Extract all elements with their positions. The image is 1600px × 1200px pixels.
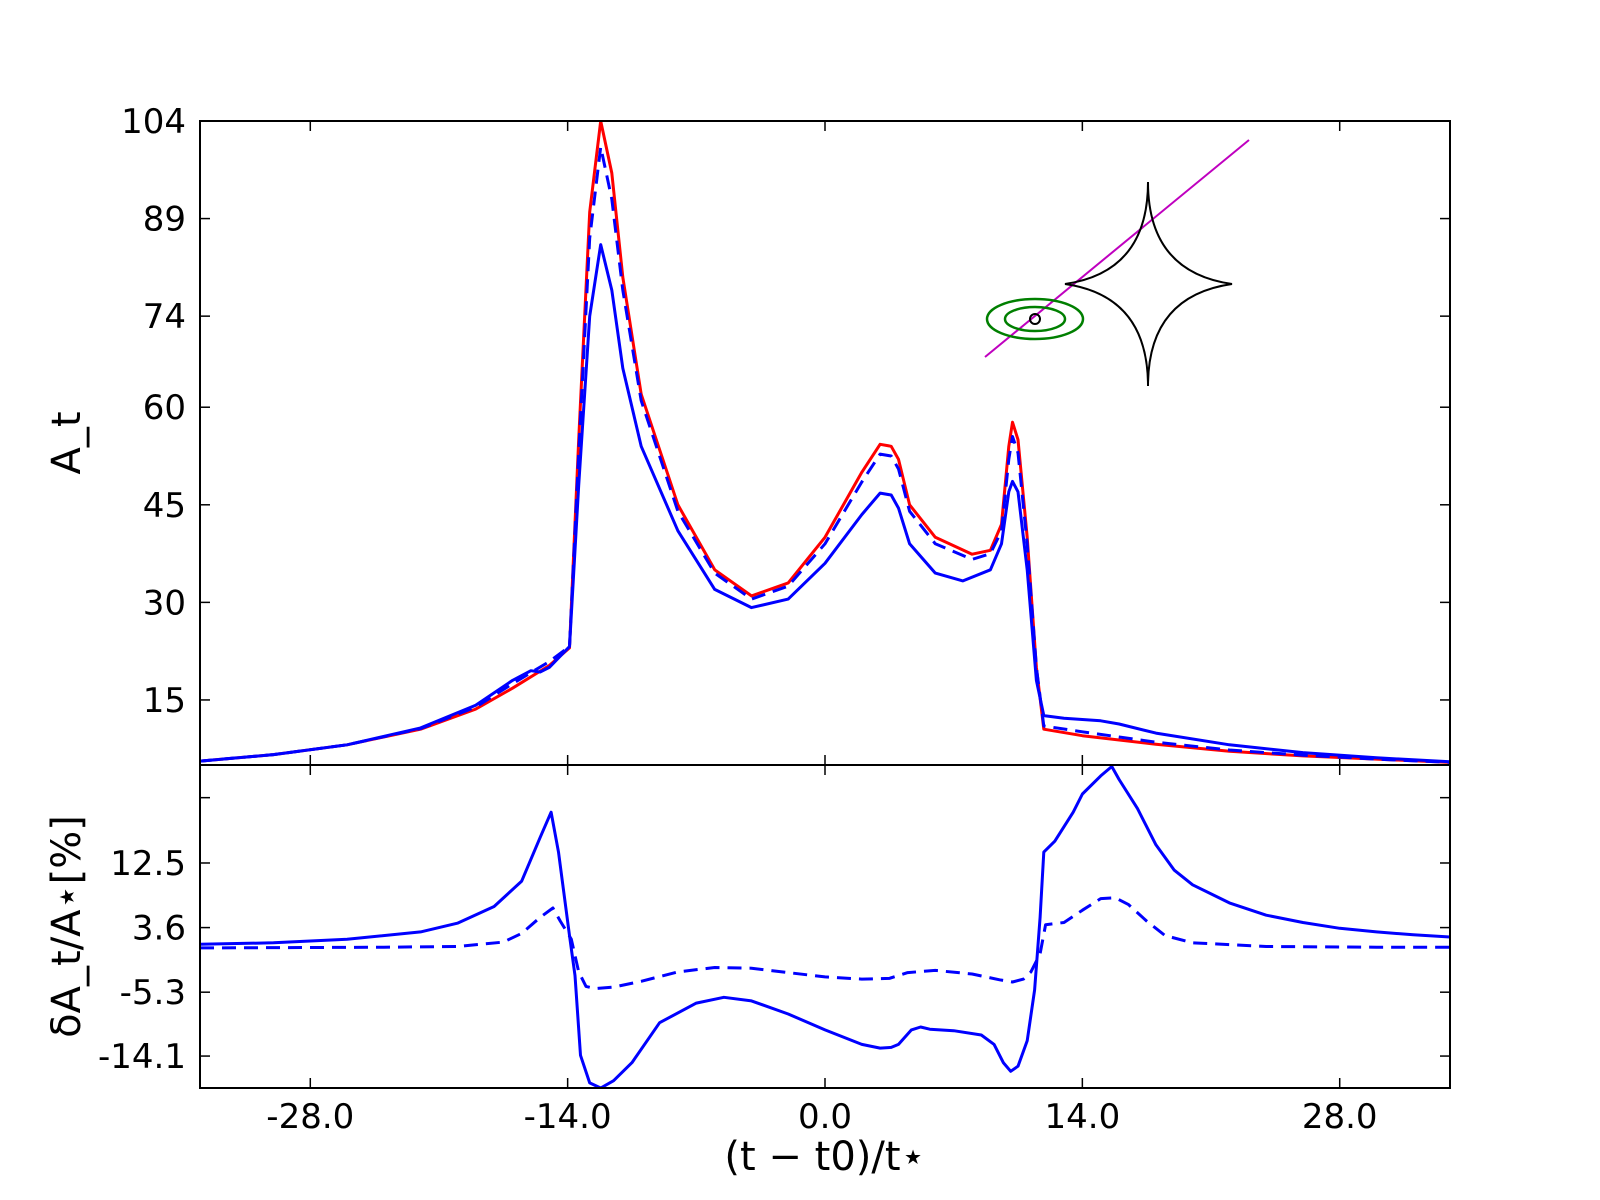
- top-ytick-label: 15: [143, 681, 186, 721]
- bottom-series: [200, 765, 1450, 1088]
- bottom-xtick-label: 14.0: [1045, 1097, 1121, 1137]
- top-ytick-label: 30: [143, 583, 186, 623]
- top-ytick-label: 45: [143, 486, 186, 526]
- top-ytick-label: 60: [143, 388, 186, 428]
- caustic-curve: [1064, 181, 1233, 387]
- top-series: [200, 121, 1450, 764]
- bottom-xtick-label: -28.0: [266, 1097, 354, 1137]
- bottom-series-blue-solid-0: [200, 765, 1450, 1088]
- caustic-inset: [984, 139, 1250, 387]
- top-ytick-label: 104: [121, 102, 186, 142]
- top-series-blue-solid-2: [200, 243, 1450, 764]
- bottom-tick-labels: 12.5 3.6 -5.3 -14.1 -28.0 -14.0 0.0 14.0 28.0: [98, 844, 1378, 1137]
- source-center-marker: [1029, 313, 1041, 325]
- bottom-ytick-label: -5.3: [120, 973, 186, 1013]
- bottom-ytick-label: -14.1: [98, 1037, 186, 1077]
- bottom-ticks: [200, 765, 1450, 1088]
- top-ytick-label: 74: [143, 297, 186, 337]
- bottom-xtick-label: 0.0: [798, 1097, 852, 1137]
- top-y-axis-label: A_t: [44, 411, 90, 474]
- bottom-ytick-label: 3.6: [132, 909, 186, 949]
- top-ticks: [200, 120, 1450, 765]
- source-outer-ring: [985, 297, 1085, 341]
- x-axis-label: (t − t0)/t⋆: [724, 1134, 925, 1180]
- top-tick-labels: 104 89 74 60 45 30 15: [121, 102, 186, 721]
- top-ytick-label: 89: [143, 200, 186, 240]
- source-trajectory-line: [984, 139, 1250, 358]
- bottom-panel: 12.5 3.6 -5.3 -14.1 -28.0 -14.0 0.0 14.0 28.0: [98, 764, 1451, 1137]
- bottom-axes-frame: [199, 764, 1451, 1089]
- bottom-ytick-label: 12.5: [110, 844, 186, 884]
- source-inner-ring: [1003, 305, 1067, 333]
- bottom-y-axis-label: δA_t/A⋆[%]: [44, 815, 90, 1038]
- bottom-xtick-label: 28.0: [1302, 1097, 1378, 1137]
- bottom-series-blue-dashed-1: [200, 896, 1450, 991]
- bottom-xtick-label: -14.0: [524, 1097, 612, 1137]
